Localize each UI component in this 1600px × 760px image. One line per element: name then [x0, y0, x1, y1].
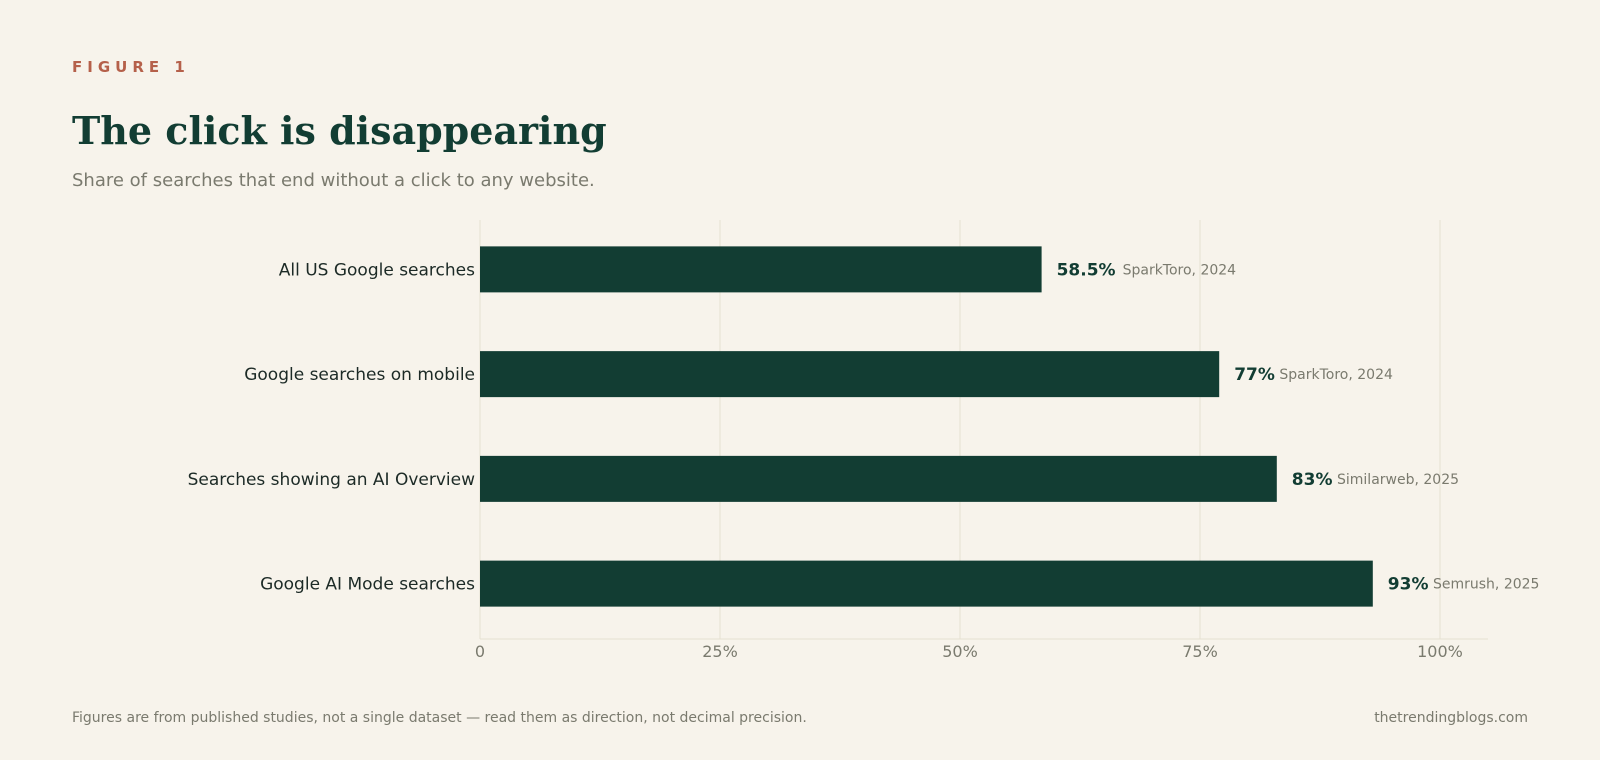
source-label: Similarweb, 2025	[1337, 472, 1459, 488]
chart-title: The click is disappearing	[72, 108, 607, 153]
value-label: 58.5%	[1057, 260, 1116, 280]
bar-chart: 0 25% 50% 75% 100% All US Google searches 58.5…	[188, 220, 1539, 661]
site-credit: thetrendingblogs.com	[1374, 710, 1528, 726]
bar	[480, 560, 1373, 607]
source-label: Semrush, 2025	[1433, 577, 1539, 593]
source-label: SparkToro, 2024	[1279, 367, 1393, 383]
category-label: Google AI Mode searches	[260, 575, 475, 595]
x-tick-label: 25%	[702, 642, 738, 661]
value-label: 83%	[1292, 470, 1333, 490]
x-tick-label: 75%	[1182, 642, 1218, 661]
category-label: Searches showing an AI Overview	[188, 470, 476, 490]
bar	[480, 455, 1277, 502]
bar	[480, 246, 1042, 293]
x-tick-label: 100%	[1417, 642, 1463, 661]
x-tick-label: 0	[475, 642, 485, 661]
figure-label: FIGURE 1	[72, 58, 190, 76]
value-label: 77%	[1234, 365, 1275, 385]
x-tick-label: 50%	[942, 642, 978, 661]
category-label: Google searches on mobile	[244, 365, 475, 385]
source-label: SparkToro, 2024	[1123, 262, 1237, 278]
bar	[480, 351, 1220, 398]
value-label: 93%	[1388, 575, 1429, 595]
category-label: All US Google searches	[279, 260, 475, 280]
footnote: Figures are from published studies, not …	[72, 710, 807, 726]
chart-subtitle: Share of searches that end without a cli…	[72, 170, 595, 191]
